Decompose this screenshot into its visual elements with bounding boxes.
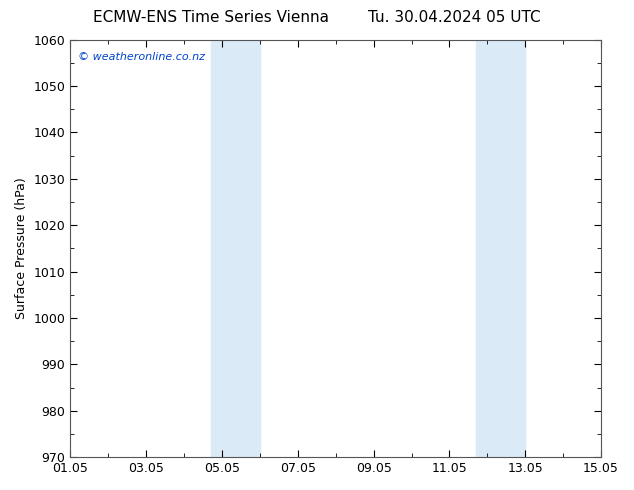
Text: © weatheronline.co.nz: © weatheronline.co.nz xyxy=(78,52,205,62)
Text: ECMW-ENS Time Series Vienna        Tu. 30.04.2024 05 UTC: ECMW-ENS Time Series Vienna Tu. 30.04.20… xyxy=(93,10,541,25)
Y-axis label: Surface Pressure (hPa): Surface Pressure (hPa) xyxy=(15,177,28,319)
Bar xyxy=(476,40,525,457)
Bar xyxy=(210,40,260,457)
